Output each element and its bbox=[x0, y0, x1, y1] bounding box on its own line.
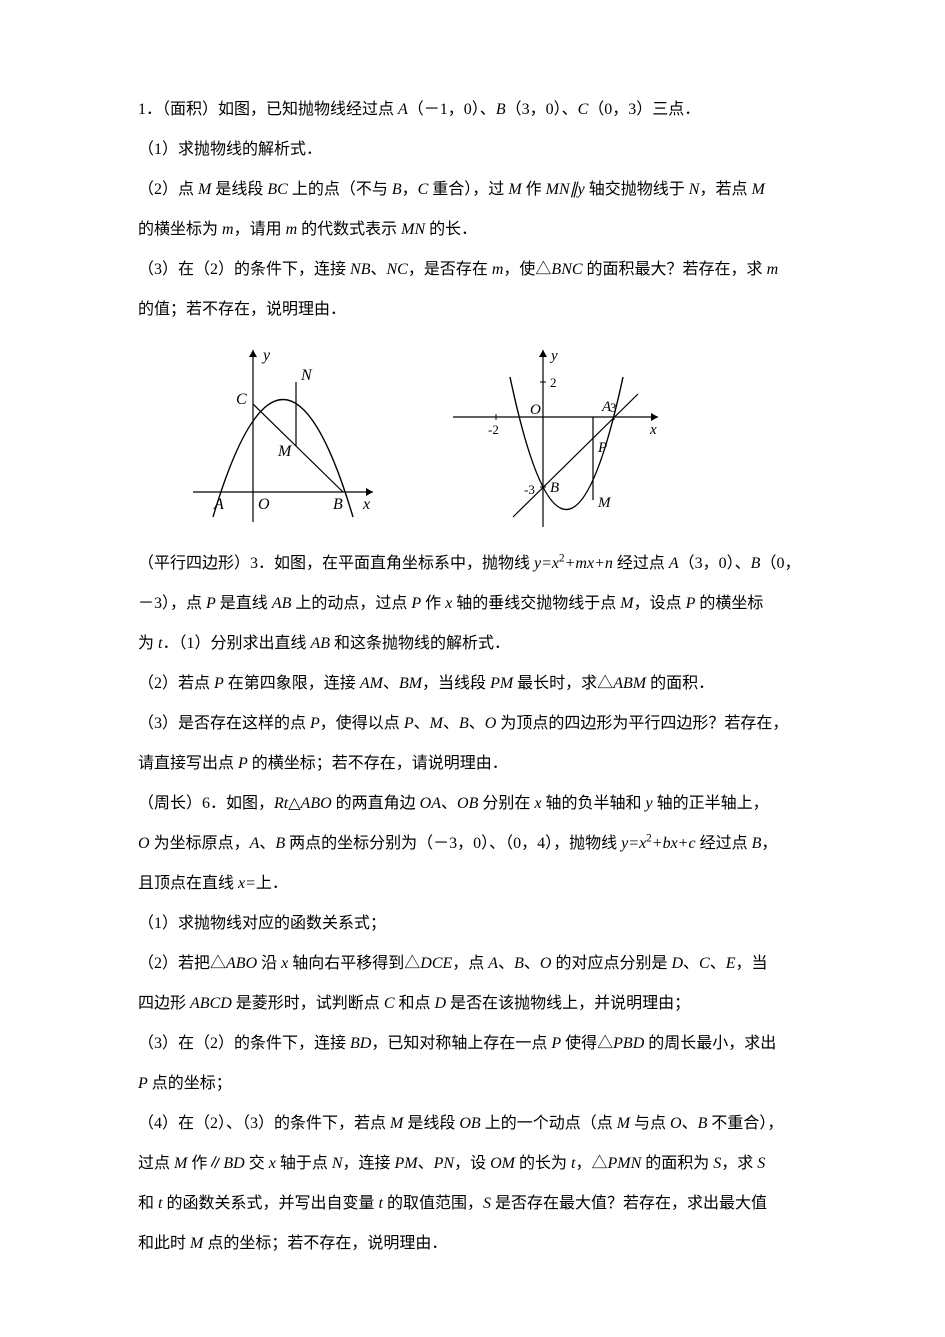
problem-3-sub-4-a: （4）在（2）、（3）的条件下，若点 M 是线段 OB 上的一个动点（点 M 与… bbox=[138, 1104, 807, 1144]
problem-2-sub-3-b: 请直接写出点 P 的横坐标；若不存在，请说明理由． bbox=[138, 744, 807, 784]
problem-1-sub-2-b: 的横坐标为 m，请用 m 的代数式表示 MN 的长． bbox=[138, 210, 807, 250]
svg-text:-3: -3 bbox=[524, 482, 535, 497]
problem-2-sub-3-a: （3）是否存在这样的点 P，使得以点 P、M、B、O 为顶点的四边形为平行四边形… bbox=[138, 704, 807, 744]
figure-2: -2 3 2 -3 y x O A P B M bbox=[438, 342, 668, 532]
figure-1-svg: y x N C M A O B bbox=[178, 342, 378, 532]
problem-2-line-3: 为 t．（1）分别求出直线 AB 和这条抛物线的解析式． bbox=[138, 624, 807, 664]
problem-3-sub-4-c: 和 t 的函数关系式，并写出自变量 t 的取值范围，S 是否存在最大值？若存在，… bbox=[138, 1184, 807, 1224]
problem-3-line-2: O 为坐标原点，A、B 两点的坐标分别为（－3，0）、（0，4），抛物线 y=x… bbox=[138, 824, 807, 864]
figure-1: y x N C M A O B bbox=[178, 342, 378, 532]
svg-text:M: M bbox=[277, 443, 293, 460]
svg-text:A: A bbox=[601, 399, 612, 415]
svg-text:B: B bbox=[550, 480, 559, 496]
problem-1-line-1: 1．（面积）如图，已知抛物线经过点 A（－1，0）、B（3，0）、C（0，3）三… bbox=[138, 90, 807, 130]
problem-2-line-1: （平行四边形）3．如图，在平面直角坐标系中，抛物线 y=x2+mx+n 经过点 … bbox=[138, 544, 807, 584]
svg-text:M: M bbox=[597, 495, 612, 511]
problem-1-sub-3-b: 的值；若不存在，说明理由． bbox=[138, 290, 807, 330]
figures-row: y x N C M A O B -2 3 2 -3 bbox=[178, 342, 807, 532]
figure-2-svg: -2 3 2 -3 y x O A P B M bbox=[438, 342, 668, 532]
svg-text:2: 2 bbox=[550, 375, 557, 390]
svg-text:y: y bbox=[549, 348, 558, 364]
problem-3-sub-3-a: （3）在（2）的条件下，连接 BD，已知对称轴上存在一点 P 使得△PBD 的周… bbox=[138, 1024, 807, 1064]
problem-3-sub-3-b: P 点的坐标； bbox=[138, 1064, 807, 1104]
svg-text:B: B bbox=[333, 496, 343, 513]
svg-text:x: x bbox=[362, 496, 370, 513]
problem-3-sub-2-a: （2）若把△ABO 沿 x 轴向右平移得到△DCE，点 A、B、O 的对应点分别… bbox=[138, 944, 807, 984]
problem-1-sub-1: （1）求抛物线的解析式． bbox=[138, 130, 807, 170]
svg-text:x: x bbox=[649, 422, 657, 438]
problem-3-sub-1: （1）求抛物线对应的函数关系式； bbox=[138, 904, 807, 944]
svg-text:O: O bbox=[530, 402, 541, 418]
svg-text:y: y bbox=[261, 347, 271, 364]
problem-2-sub-2: （2）若点 P 在第四象限，连接 AM、BM，当线段 PM 最长时，求△ABM … bbox=[138, 664, 807, 704]
svg-text:P: P bbox=[597, 440, 607, 456]
problem-2-line-2: －3），点 P 是直线 AB 上的动点，过点 P 作 x 轴的垂线交抛物线于点 … bbox=[138, 584, 807, 624]
problem-3-sub-4-b: 过点 M 作∥BD 交 x 轴于点 N，连接 PM、PN，设 OM 的长为 t，… bbox=[138, 1144, 807, 1184]
problem-3-sub-2-b: 四边形 ABCD 是菱形时，试判断点 C 和点 D 是否在该抛物线上，并说明理由… bbox=[138, 984, 807, 1024]
svg-text:C: C bbox=[236, 391, 247, 408]
problem-3-sub-4-d: 和此时 M 点的坐标；若不存在，说明理由． bbox=[138, 1224, 807, 1264]
svg-text:A: A bbox=[213, 496, 224, 513]
svg-text:N: N bbox=[300, 367, 313, 384]
problem-1-sub-3-a: （3）在（2）的条件下，连接 NB、NC，是否存在 m，使△BNC 的面积最大？… bbox=[138, 250, 807, 290]
problem-3-line-1: （周长）6．如图，Rt△ABO 的两直角边 OA、OB 分别在 x 轴的负半轴和… bbox=[138, 784, 807, 824]
problem-1-sub-2-a: （2）点 M 是线段 BC 上的点（不与 B，C 重合），过 M 作 MN∥y … bbox=[138, 170, 807, 210]
svg-text:-2: -2 bbox=[488, 422, 499, 437]
problem-3-line-3: 且顶点在直线 x=上． bbox=[138, 864, 807, 904]
svg-text:O: O bbox=[258, 496, 270, 513]
